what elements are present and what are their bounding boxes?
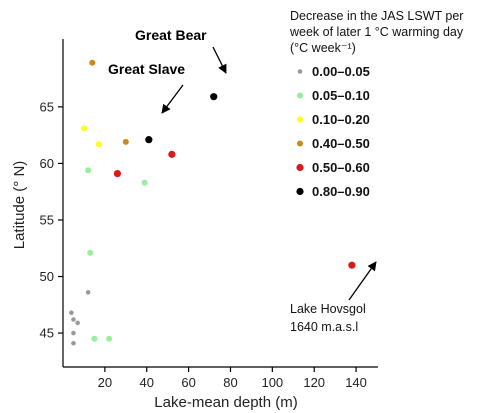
x-tick-label: 60	[181, 375, 195, 390]
legend-items: 0.00–0.05 0.05–0.10 0.10–0.20 0.40–0.50 0.50…	[296, 64, 370, 199]
x-tick-label: 20	[98, 375, 112, 390]
arrow-great-bear	[212, 46, 227, 74]
data-point	[71, 340, 76, 346]
data-point	[91, 335, 98, 342]
y-axis-ticks: 45 50 55 60 65	[40, 99, 63, 341]
legend-label: 0.50–0.60	[312, 160, 370, 175]
data-point	[210, 93, 218, 101]
y-tick-label: 50	[40, 269, 54, 284]
annotation-hovsgol-line2: 1640 m.a.s.l	[290, 320, 358, 334]
data-points	[69, 59, 356, 346]
legend-title-line2: week of later 1 °C warming day	[289, 25, 464, 39]
arrow-great-slave	[161, 84, 184, 114]
x-axis-label: Lake-mean depth (m)	[154, 394, 297, 411]
data-point	[71, 330, 76, 336]
data-point	[80, 125, 87, 132]
x-axis-ticks: 20 40 60 80 100 120 140	[98, 367, 367, 390]
arrow-hovsgol	[348, 261, 377, 301]
data-point	[85, 167, 92, 174]
legend-label: 0.40–0.50	[312, 136, 370, 151]
legend-label: 0.00–0.05	[312, 64, 370, 79]
legend-title-line1: Decrease in the JAS LSWT per	[290, 9, 463, 23]
data-point	[106, 335, 113, 342]
x-tick-label: 120	[303, 375, 325, 390]
y-tick-label: 65	[40, 99, 54, 114]
data-point	[71, 317, 76, 322]
legend-label: 0.05–0.10	[312, 88, 370, 103]
data-point	[85, 290, 91, 295]
data-point	[87, 249, 94, 256]
annotation-great-bear: Great Bear	[135, 27, 207, 43]
data-point	[95, 141, 102, 148]
data-point	[122, 138, 129, 145]
legend-marker	[297, 69, 303, 74]
data-point	[89, 59, 96, 66]
data-point	[113, 169, 122, 178]
y-tick-label: 60	[40, 156, 54, 171]
legend-label: 0.80–0.90	[312, 184, 370, 199]
x-tick-label: 100	[261, 375, 283, 390]
legend-marker	[297, 116, 303, 123]
legend-title-line3: (°C week⁻¹)	[290, 41, 356, 55]
data-point	[145, 136, 153, 144]
data-point	[168, 150, 176, 158]
x-tick-label: 140	[345, 375, 367, 390]
y-tick-label: 55	[40, 212, 54, 227]
annotation-hovsgol-line1: Lake Hovsgol	[290, 302, 366, 316]
legend-label: 0.10–0.20	[312, 112, 370, 127]
annotation-great-slave: Great Slave	[108, 61, 185, 77]
x-tick-label: 40	[139, 375, 153, 390]
legend-marker	[297, 92, 303, 99]
data-point	[69, 310, 74, 316]
y-tick-label: 45	[40, 326, 54, 341]
y-axis-label: Latitude (° N)	[11, 161, 28, 250]
data-point	[75, 320, 80, 326]
legend-marker	[296, 187, 304, 196]
legend-marker	[297, 140, 303, 147]
x-tick-label: 80	[223, 375, 237, 390]
legend-marker	[296, 163, 304, 172]
data-point	[348, 261, 356, 269]
legend: Decrease in the JAS LSWT per week of lat…	[289, 9, 464, 199]
data-point	[141, 179, 148, 186]
